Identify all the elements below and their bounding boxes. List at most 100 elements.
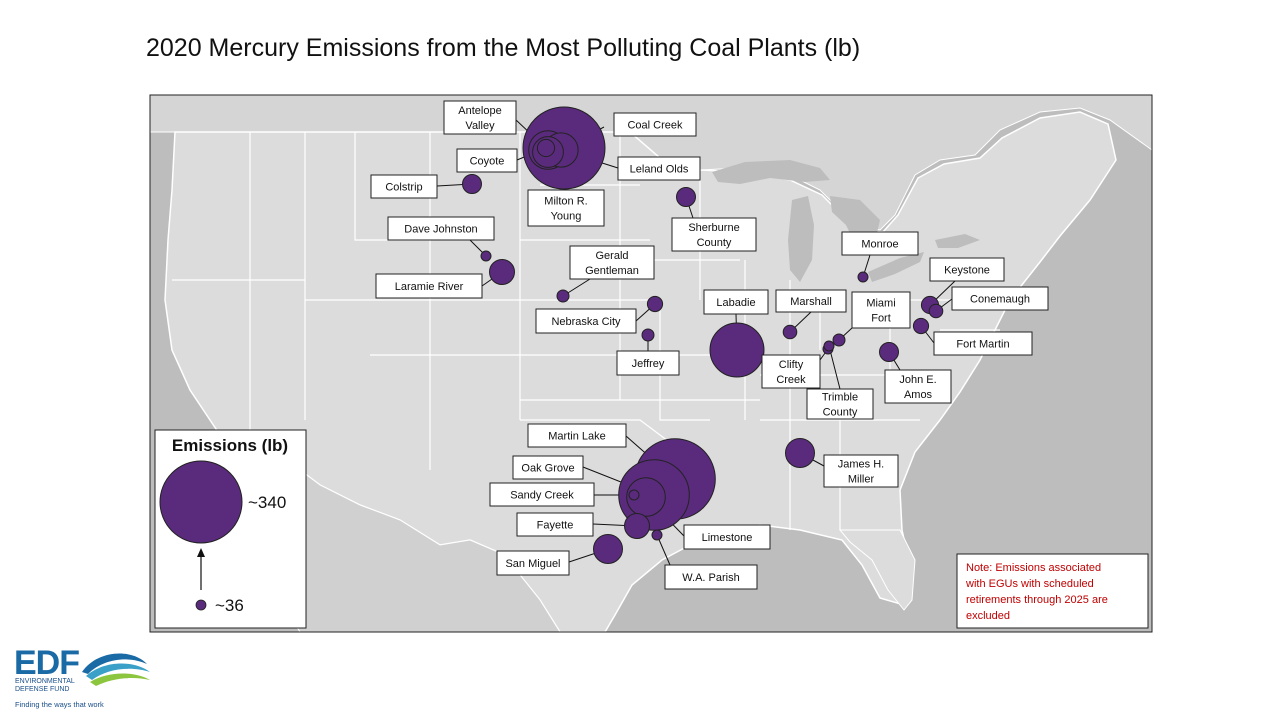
bubble-fayette — [624, 513, 650, 539]
label-box-colstrip — [370, 174, 438, 199]
bubble-john-e-amos — [879, 342, 899, 362]
label-coyote: Coyote — [456, 148, 518, 173]
legend-min-label: ~36 — [215, 596, 244, 615]
label-text-miami-fort-1: Miami — [866, 298, 895, 310]
label-text-james-h-miller-1: James H. — [838, 459, 884, 471]
bubble-dave-johnston — [480, 250, 492, 262]
label-text-clifty-creek-1: Clifty — [779, 359, 804, 371]
bubble-w-a-parish — [651, 529, 663, 541]
label-box-labadie — [703, 289, 769, 315]
label-sherburne-county: Sherburne County — [671, 217, 757, 252]
bubble-miami-fort — [832, 333, 846, 347]
lake-superior — [712, 160, 830, 184]
label-text-coal-creek-1: Coal Creek — [627, 120, 683, 132]
label-box-john-e-amos — [884, 369, 952, 404]
bubble-marshall — [782, 324, 798, 340]
label-text-dave-johnston-1: Dave Johnston — [404, 224, 477, 236]
label-clifty-creek: Clifty Creek — [761, 354, 821, 389]
label-text-san-miguel-1: San Miguel — [505, 558, 560, 570]
legend: Emissions (lb) ~340 ~36 — [154, 429, 307, 629]
label-leland-olds: Leland Olds — [617, 156, 701, 181]
lake-ontario — [935, 234, 980, 248]
label-box-clifty-creek — [761, 354, 821, 389]
bubble-trimble-county — [823, 340, 835, 352]
label-text-conemaugh-1: Conemaugh — [970, 294, 1030, 306]
label-box-sherburne-county — [671, 217, 757, 252]
legend-title: Emissions (lb) — [172, 436, 288, 455]
florida-land — [838, 529, 916, 611]
label-nebraska-city: Nebraska City — [535, 308, 637, 334]
page-title: 2020 Mercury Emissions from the Most Pol… — [146, 34, 861, 62]
label-box-milton-r-young — [527, 189, 605, 227]
label-colstrip: Colstrip — [370, 174, 438, 199]
bubble-laramie-river — [489, 259, 515, 285]
label-text-martin-lake-1: Martin Lake — [548, 431, 605, 443]
label-john-e-amos: John E. Amos — [884, 369, 952, 404]
note-line-1: Note: Emissions associated — [966, 562, 1101, 574]
label-coal-creek: Coal Creek — [613, 112, 697, 137]
label-text-monroe-1: Monroe — [861, 239, 898, 251]
label-text-w-a-parish-1: W.A. Parish — [682, 572, 739, 584]
label-box-sandy-creek — [489, 482, 595, 507]
label-text-nebraska-city-1: Nebraska City — [551, 316, 621, 328]
bubble-nebraska-city — [646, 295, 664, 313]
edf-org-line-2: DEFENSE FUND — [15, 686, 70, 693]
lake-michigan — [788, 196, 814, 282]
label-limestone: Limestone — [683, 524, 771, 550]
label-text-limestone-1: Limestone — [702, 532, 753, 544]
label-box-trimble-county — [806, 388, 874, 420]
edf-org-name: ENVIRONMENTAL DEFENSE FUND — [15, 678, 75, 694]
label-box-limestone — [683, 524, 771, 550]
label-box-w-a-parish — [664, 564, 758, 590]
bubble-sherburne-county — [676, 187, 696, 207]
label-trimble-county: Trimble County — [806, 388, 874, 420]
label-martin-lake: Martin Lake — [527, 423, 627, 448]
note-line-4: excluded — [966, 610, 1010, 622]
label-text-oak-grove-1: Oak Grove — [521, 463, 574, 475]
label-dave-johnston: Dave Johnston — [387, 216, 495, 241]
label-text-marshall-1: Marshall — [790, 296, 832, 308]
edf-logo-swoosh-icon — [82, 653, 150, 686]
bubble-jeffrey — [641, 328, 655, 342]
bubble-fort-martin — [912, 317, 930, 335]
bubble-coyote — [536, 138, 556, 158]
label-fort-martin: Fort Martin — [933, 331, 1033, 356]
note-line-2: with EGUs with scheduled — [965, 578, 1094, 590]
label-box-monroe — [841, 231, 919, 256]
label-james-h-miller: James H. Miller — [823, 454, 899, 488]
label-text-leland-olds-1: Leland Olds — [630, 164, 689, 176]
label-box-laramie-river — [375, 273, 483, 299]
bubble-san-miguel — [593, 534, 623, 564]
label-box-leland-olds — [617, 156, 701, 181]
label-laramie-river: Laramie River — [375, 273, 483, 299]
label-box-jeffrey — [616, 350, 680, 376]
note: Note: Emissions associated with EGUs wit… — [956, 553, 1149, 629]
map-frame — [149, 94, 1153, 633]
label-box-fayette — [516, 512, 594, 537]
legend-max-label: ~340 — [248, 493, 286, 512]
label-box-antelope-valley — [443, 100, 517, 135]
legend-max-bubble — [159, 460, 243, 544]
label-text-sherburne-county-1: Sherburne — [688, 222, 739, 234]
label-sandy-creek: Sandy Creek — [489, 482, 595, 507]
label-box-oak-grove — [512, 455, 584, 480]
label-text-clifty-creek-2: Creek — [776, 374, 806, 386]
label-box-marshall — [775, 289, 847, 313]
label-text-milton-r-young-1: Milton R. — [544, 196, 587, 208]
label-san-miguel: San Miguel — [496, 550, 570, 576]
label-text-laramie-river-1: Laramie River — [395, 281, 464, 293]
label-text-gerald-gentleman-2: Gentleman — [585, 265, 639, 277]
label-box-conemaugh — [951, 286, 1049, 311]
label-labadie: Labadie — [703, 289, 769, 315]
label-text-keystone-1: Keystone — [944, 265, 990, 277]
legend-arrow-head — [197, 548, 205, 557]
label-text-antelope-valley-2: Valley — [465, 120, 495, 132]
label-box-dave-johnston — [387, 216, 495, 241]
emission-bubbles — [462, 106, 944, 564]
label-text-james-h-miller-2: Miller — [848, 474, 875, 486]
label-text-coyote-1: Coyote — [470, 156, 505, 168]
bubble-conemaugh — [928, 303, 944, 319]
bubble-sandy-creek — [628, 489, 640, 501]
bubble-colstrip — [462, 174, 482, 194]
label-box-nebraska-city — [535, 308, 637, 334]
